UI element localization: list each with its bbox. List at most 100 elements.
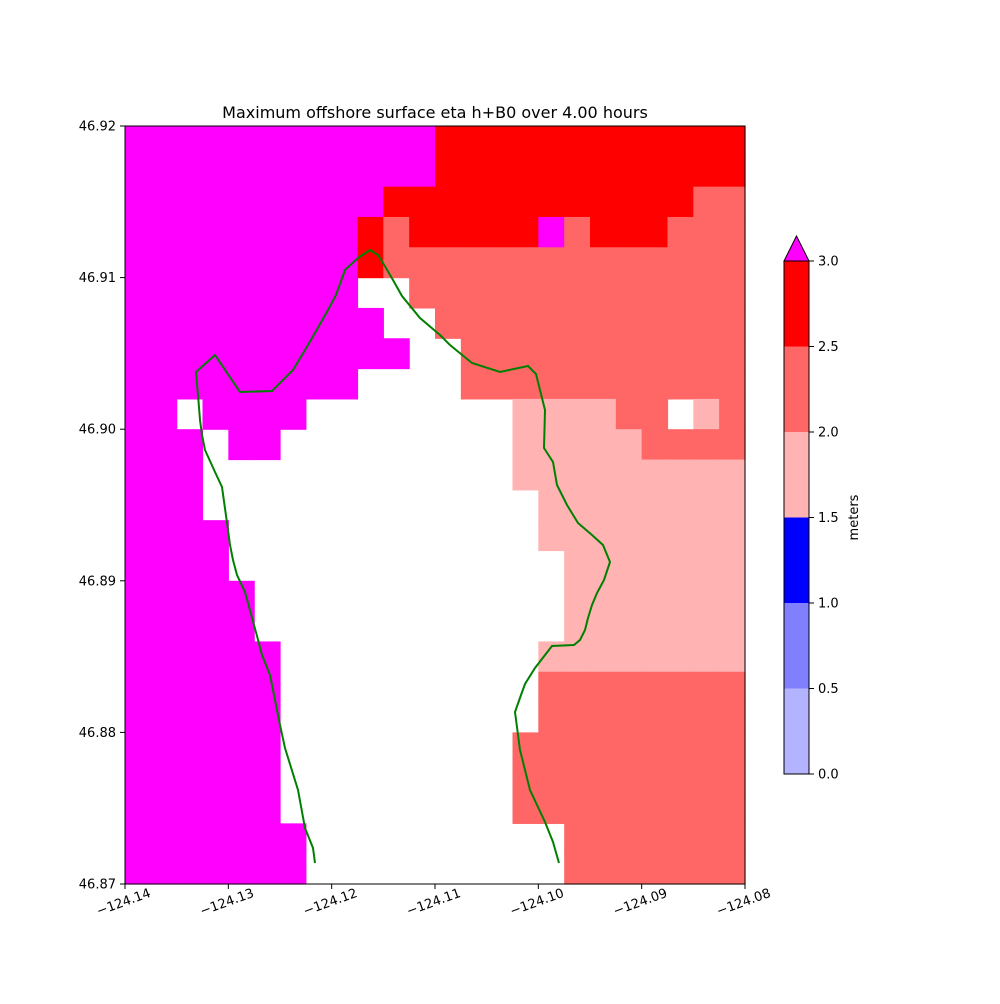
- heatmap-cell: [254, 126, 281, 157]
- heatmap-cell: [615, 398, 643, 430]
- heatmap-cell: [150, 216, 178, 248]
- heatmap-cell: [280, 156, 307, 188]
- heatmap-cell: [125, 368, 152, 400]
- heatmap-cell: [641, 126, 669, 157]
- heatmap-cell: [719, 580, 746, 612]
- heatmap-cell: [719, 520, 746, 552]
- heatmap-cell: [125, 398, 152, 430]
- heatmap-cell: [667, 186, 694, 218]
- heatmap-cell: [383, 186, 410, 218]
- heatmap-cell: [590, 398, 617, 430]
- heatmap-cell: [357, 186, 384, 218]
- heatmap-cell: [538, 429, 565, 461]
- x-tick-label: −124.10: [508, 886, 566, 919]
- heatmap-cell: [280, 126, 307, 157]
- heatmap-cell: [564, 823, 591, 855]
- heatmap-cell: [176, 216, 204, 248]
- heatmap-cell: [693, 277, 720, 309]
- heatmap-cell: [719, 550, 746, 582]
- heatmap-cell: [538, 156, 565, 188]
- heatmap-cell: [228, 398, 255, 430]
- heatmap-cell: [615, 277, 643, 309]
- heatmap-cell: [176, 429, 204, 461]
- heatmap-cell: [331, 277, 359, 309]
- heatmap-cell: [383, 216, 410, 248]
- heatmap-cell: [667, 671, 694, 703]
- heatmap-cell: [202, 368, 229, 400]
- heatmap-cell: [228, 186, 255, 218]
- colorbar-segment: [784, 517, 809, 603]
- heatmap-cell: [564, 338, 591, 370]
- heatmap-cell: [357, 307, 384, 339]
- heatmap-cell: [176, 580, 204, 612]
- heatmap-cell: [641, 489, 669, 521]
- colorbar-segment: [784, 261, 809, 347]
- colorbar-segment: [784, 603, 809, 689]
- heatmap-cell: [564, 489, 591, 521]
- heatmap-cell: [693, 126, 720, 157]
- heatmap-cell: [590, 550, 617, 582]
- heatmap-cell: [150, 550, 178, 582]
- heatmap-cell: [641, 459, 669, 491]
- heatmap-cell: [641, 429, 669, 461]
- heatmap-cell: [590, 671, 617, 703]
- heatmap-cell: [512, 732, 539, 764]
- heatmap-cell: [512, 459, 539, 491]
- heatmap-cell: [280, 823, 307, 855]
- heatmap-cell: [202, 550, 229, 582]
- heatmap-cell: [125, 186, 152, 218]
- heatmap-cell: [615, 823, 643, 855]
- heatmap-cell: [357, 338, 384, 370]
- heatmap-cell: [719, 459, 746, 491]
- heatmap-cell: [693, 489, 720, 521]
- heatmap-cell: [228, 277, 255, 309]
- heatmap-cell: [228, 307, 255, 339]
- heatmap-cell: [719, 398, 746, 430]
- heatmap-cell: [202, 126, 229, 157]
- heatmap-cell: [590, 489, 617, 521]
- colorbar-segment: [784, 346, 809, 432]
- heatmap-cell: [615, 126, 643, 157]
- heatmap-cell: [615, 307, 643, 339]
- heatmap-cell: [615, 520, 643, 552]
- heatmap-cell: [305, 338, 333, 370]
- heatmap-cell: [176, 853, 204, 885]
- y-tick-label: 46.87: [79, 878, 116, 893]
- heatmap-cell: [280, 398, 307, 430]
- heatmap-cell: [538, 247, 565, 279]
- heatmap-cell: [357, 216, 384, 248]
- heatmap-cell: [280, 277, 307, 309]
- heatmap-cell: [641, 247, 669, 279]
- heatmap-cell: [125, 520, 152, 552]
- heatmap-cell: [150, 186, 178, 218]
- heatmap-cell: [693, 459, 720, 491]
- heatmap-cell: [228, 611, 255, 643]
- heatmap-cell: [486, 126, 514, 157]
- heatmap-cell: [667, 823, 694, 855]
- heatmap-cell: [641, 338, 669, 370]
- heatmap-cell: [667, 550, 694, 582]
- heatmap-cell: [202, 398, 229, 430]
- heatmap-cell: [641, 398, 669, 430]
- heatmap-cell: [667, 793, 694, 824]
- y-tick-label: 46.91: [79, 271, 116, 286]
- heatmap-cell: [641, 732, 669, 764]
- heatmap-cell: [590, 459, 617, 491]
- heatmap-cell: [667, 247, 694, 279]
- heatmap-cell: [176, 186, 204, 218]
- heatmap-cell: [460, 247, 488, 279]
- heatmap-cell: [125, 126, 152, 157]
- heatmap-cell: [590, 762, 617, 794]
- heatmap-cell: [590, 641, 617, 673]
- heatmap-cell: [615, 156, 643, 188]
- heatmap-cell: [150, 368, 178, 400]
- heatmap-cell: [667, 641, 694, 673]
- heatmap-cell: [280, 247, 307, 279]
- heatmap-cell: [564, 156, 591, 188]
- heatmap-cell: [409, 126, 436, 157]
- heatmap-cell: [564, 580, 591, 612]
- heatmap-cell: [719, 793, 746, 824]
- heatmap-cell: [280, 307, 307, 339]
- heatmap-cell: [460, 368, 488, 400]
- heatmap-cell: [176, 459, 204, 491]
